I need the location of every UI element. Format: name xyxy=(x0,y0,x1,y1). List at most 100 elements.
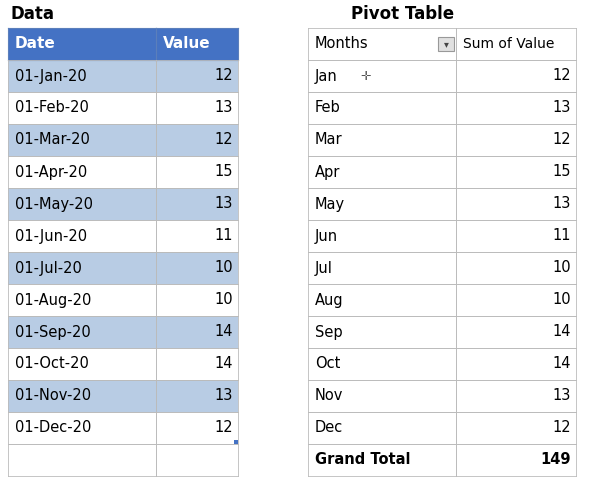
Bar xyxy=(234,440,238,444)
Bar xyxy=(156,220,238,252)
Bar xyxy=(308,348,456,380)
Bar xyxy=(308,28,456,60)
Text: 01-Nov-20: 01-Nov-20 xyxy=(15,388,91,404)
Bar xyxy=(456,316,576,348)
Text: May: May xyxy=(315,196,345,212)
Text: 01-Mar-20: 01-Mar-20 xyxy=(15,132,90,147)
Text: 15: 15 xyxy=(552,165,571,180)
Bar xyxy=(456,124,576,156)
Bar xyxy=(156,28,238,60)
Bar xyxy=(156,60,238,92)
Bar xyxy=(156,124,238,156)
Bar xyxy=(8,252,156,284)
Text: 01-Jun-20: 01-Jun-20 xyxy=(15,228,87,243)
Bar xyxy=(8,284,156,316)
Text: 01-Jul-20: 01-Jul-20 xyxy=(15,261,82,276)
Text: Value: Value xyxy=(163,36,211,51)
Text: 01-Aug-20: 01-Aug-20 xyxy=(15,292,91,308)
Bar xyxy=(456,348,576,380)
Bar xyxy=(156,188,238,220)
Text: 15: 15 xyxy=(215,165,233,180)
Text: 11: 11 xyxy=(215,228,233,243)
Text: 12: 12 xyxy=(214,69,233,84)
Text: Dec: Dec xyxy=(315,420,343,435)
Text: 149: 149 xyxy=(540,453,571,468)
Bar xyxy=(8,28,156,60)
Text: Pivot Table: Pivot Table xyxy=(351,5,454,23)
Text: Sum of Value: Sum of Value xyxy=(463,37,555,51)
Text: Grand Total: Grand Total xyxy=(315,453,411,468)
Bar xyxy=(8,188,156,220)
Text: Data: Data xyxy=(10,5,54,23)
Bar xyxy=(308,316,456,348)
Text: 01-Feb-20: 01-Feb-20 xyxy=(15,100,89,116)
Text: 12: 12 xyxy=(214,420,233,435)
Bar xyxy=(8,316,156,348)
Bar xyxy=(8,380,156,412)
Text: 13: 13 xyxy=(215,196,233,212)
Text: 10: 10 xyxy=(214,292,233,308)
Text: 14: 14 xyxy=(215,324,233,339)
Bar xyxy=(308,284,456,316)
Bar xyxy=(456,28,576,60)
Bar xyxy=(156,412,238,444)
Text: Mar: Mar xyxy=(315,132,343,147)
Text: Apr: Apr xyxy=(315,165,340,180)
Bar xyxy=(308,188,456,220)
Bar xyxy=(456,188,576,220)
Bar xyxy=(156,380,238,412)
Bar xyxy=(8,92,156,124)
Bar xyxy=(308,60,456,92)
Text: 01-Jan-20: 01-Jan-20 xyxy=(15,69,87,84)
Bar xyxy=(8,348,156,380)
Text: Jan: Jan xyxy=(315,69,337,84)
Bar xyxy=(156,92,238,124)
Bar xyxy=(456,284,576,316)
Bar xyxy=(156,284,238,316)
Text: 12: 12 xyxy=(552,132,571,147)
Text: Nov: Nov xyxy=(315,388,343,404)
Bar xyxy=(8,220,156,252)
Bar xyxy=(8,412,156,444)
Text: 10: 10 xyxy=(552,261,571,276)
Text: 01-Oct-20: 01-Oct-20 xyxy=(15,357,89,372)
Text: 12: 12 xyxy=(214,132,233,147)
Text: 11: 11 xyxy=(552,228,571,243)
Text: 01-Dec-20: 01-Dec-20 xyxy=(15,420,91,435)
Text: 13: 13 xyxy=(553,196,571,212)
Bar xyxy=(456,220,576,252)
Text: Months: Months xyxy=(315,36,369,51)
Bar xyxy=(308,380,456,412)
Bar xyxy=(308,412,456,444)
Text: 13: 13 xyxy=(553,388,571,404)
Bar xyxy=(156,252,238,284)
Bar xyxy=(308,220,456,252)
Bar xyxy=(156,444,238,476)
Bar xyxy=(8,444,156,476)
Bar xyxy=(456,156,576,188)
Bar xyxy=(308,92,456,124)
Text: 12: 12 xyxy=(552,69,571,84)
Text: Feb: Feb xyxy=(315,100,341,116)
Bar xyxy=(308,444,456,476)
Text: 13: 13 xyxy=(553,100,571,116)
Text: 10: 10 xyxy=(552,292,571,308)
Text: 01-Sep-20: 01-Sep-20 xyxy=(15,324,91,339)
Bar xyxy=(456,444,576,476)
FancyBboxPatch shape xyxy=(438,37,454,51)
Text: 13: 13 xyxy=(215,388,233,404)
Bar xyxy=(308,252,456,284)
Text: 01-May-20: 01-May-20 xyxy=(15,196,93,212)
Bar xyxy=(8,124,156,156)
Bar xyxy=(456,92,576,124)
Text: 14: 14 xyxy=(215,357,233,372)
Bar xyxy=(456,380,576,412)
Text: Oct: Oct xyxy=(315,357,340,372)
Text: Aug: Aug xyxy=(315,292,343,308)
Bar xyxy=(456,60,576,92)
Text: 10: 10 xyxy=(214,261,233,276)
Bar xyxy=(156,348,238,380)
Text: 14: 14 xyxy=(552,324,571,339)
Text: 01-Apr-20: 01-Apr-20 xyxy=(15,165,87,180)
Text: 12: 12 xyxy=(552,420,571,435)
